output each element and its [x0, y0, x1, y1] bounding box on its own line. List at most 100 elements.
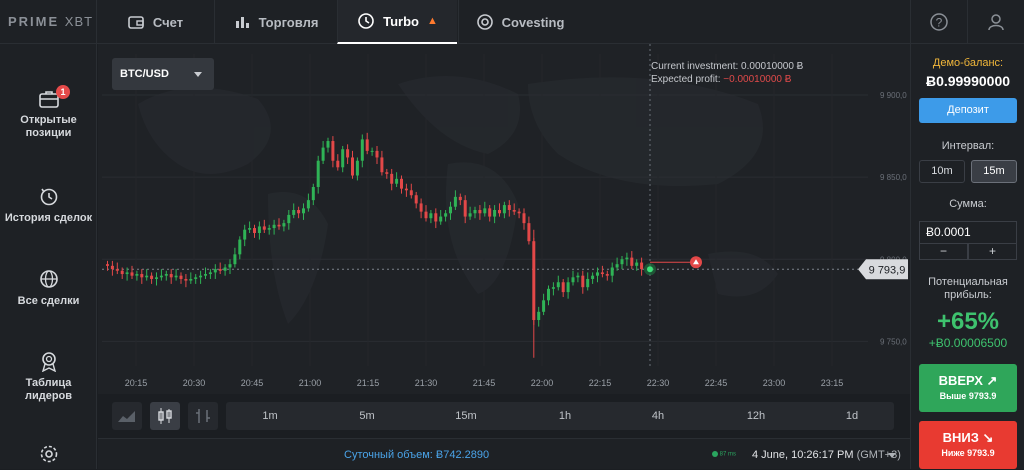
amount-input[interactable]: Ƀ0.0001 [919, 221, 1017, 243]
position-arrow-icon [693, 259, 699, 265]
timeframe-12h[interactable]: 12h [746, 410, 766, 422]
current-investment: Current investment: 0.00010000 Ƀ [651, 61, 803, 72]
amount-decrease-button[interactable]: − [919, 243, 968, 260]
sidebar-item-settings[interactable] [0, 443, 97, 470]
logo[interactable]: PRIME XBT [8, 14, 93, 29]
candle-body [483, 208, 487, 214]
tab-account-label: Счет [152, 14, 184, 30]
candle-body [615, 264, 619, 268]
candle-body [586, 278, 590, 288]
deposit-button[interactable]: Депозит [919, 98, 1017, 123]
sidebar-item-leaderboard[interactable]: Таблица лидеров [0, 350, 97, 403]
line-chart-button[interactable] [112, 402, 142, 430]
candle-body [282, 223, 286, 227]
candle-body [130, 272, 134, 276]
history-icon [40, 188, 57, 206]
candle-body [498, 210, 501, 214]
world-map-background [138, 76, 778, 324]
ping-dot-icon [712, 451, 718, 457]
candle-body [262, 226, 266, 230]
briefcase-icon [38, 91, 59, 108]
price-tag [858, 259, 908, 280]
x-tick-label: 21:15 [357, 378, 380, 388]
candle-body [591, 275, 595, 279]
candles-button[interactable] [150, 402, 180, 430]
timeframe-1m[interactable]: 1m [262, 410, 278, 422]
bars-icon [196, 409, 210, 423]
user-button[interactable] [967, 0, 1023, 44]
bars-button[interactable] [188, 402, 218, 430]
timeframe-1d[interactable]: 1d [845, 410, 859, 422]
tab-trading[interactable]: Торговля [214, 0, 336, 44]
help-icon: ? [929, 13, 948, 31]
candle-body [512, 210, 516, 212]
candle-body [145, 275, 149, 278]
candle-body [346, 149, 350, 158]
candle-body [463, 200, 467, 217]
candle-body [302, 208, 305, 214]
candle-body [395, 178, 399, 184]
sidebar-item-trade-history[interactable]: История сделок [0, 185, 97, 225]
candle-body [375, 150, 379, 158]
timezone-chevron-icon[interactable] [888, 453, 896, 458]
timeframe-5m[interactable]: 5m [359, 410, 375, 422]
tab-account[interactable]: Счет [96, 0, 213, 44]
turbo-icon [358, 13, 374, 29]
ping-indicator: 87 ms [712, 451, 736, 458]
sidebar-item-label: Открытые позиции [20, 114, 77, 139]
help-button[interactable]: ? [910, 0, 966, 44]
profit-percent: +65% [936, 308, 1000, 335]
x-tick-label: 21:00 [299, 378, 322, 388]
timeframe-15m[interactable]: 15m [455, 410, 477, 422]
logo-prime: PRIME [8, 14, 60, 29]
candle-body [444, 213, 448, 217]
candle-body [547, 288, 550, 301]
tab-covesting[interactable]: Covesting [458, 0, 581, 44]
price-chart[interactable]: 9 900,09 850,09 800,09 750,020:1520:3020… [98, 44, 910, 394]
candle-body [164, 274, 168, 276]
up-button[interactable]: ВВЕРХ ↗ Выше 9793.9 [919, 364, 1017, 412]
sidebar-item-open-positions[interactable]: 1 Открытые позиции [0, 85, 97, 140]
candle-body [449, 206, 452, 214]
candle-body [228, 264, 232, 268]
candle-body [522, 213, 526, 224]
timeframe-bar: 1m 5m 15m 1h 4h 12h 1d [226, 402, 894, 430]
down-button[interactable]: ВНИЗ ↘ Ниже 9793.9 [919, 421, 1017, 469]
amount-increase-button[interactable]: + [968, 243, 1017, 260]
candle-body [110, 265, 114, 270]
candle-body [596, 272, 599, 276]
chart-area[interactable]: 9 900,09 850,09 800,09 750,020:1520:3020… [98, 44, 910, 394]
sidebar-item-all-trades[interactable]: Все сделки [0, 268, 97, 308]
candle-body [424, 211, 428, 219]
daily-volume[interactable]: Суточный объем: Ƀ742.2890 [344, 449, 490, 461]
candle-body [453, 196, 457, 207]
x-tick-label: 22:15 [589, 378, 612, 388]
x-tick-label: 22:00 [531, 378, 554, 388]
tab-turbo[interactable]: Turbo ▲ [337, 0, 457, 44]
clock-timezone[interactable]: (GMT+3) [856, 449, 901, 461]
candle-body [155, 277, 158, 279]
candle-body [404, 188, 408, 191]
candle-body [551, 287, 555, 289]
candle-body [571, 277, 575, 283]
pair-select[interactable]: BTC/USD [112, 58, 214, 90]
up-button-label: ВВЕРХ ↗ [938, 373, 998, 388]
pair-select-value: BTC/USD [120, 68, 169, 80]
bar-chart-icon [235, 17, 249, 28]
timeframe-4h[interactable]: 4h [651, 410, 665, 422]
interval-15m-button[interactable]: 15m [971, 160, 1017, 183]
candle-body [341, 149, 345, 168]
wallet-icon [128, 16, 144, 29]
timeframe-1h[interactable]: 1h [558, 410, 572, 422]
candle-body [414, 195, 418, 204]
candle-body [135, 274, 139, 276]
candle-body [159, 275, 163, 278]
candle-body [517, 211, 521, 214]
candle-body [600, 272, 604, 275]
candle-body [208, 272, 212, 275]
candle-body [370, 150, 374, 152]
candles-icon [158, 408, 172, 424]
interval-10m-button[interactable]: 10m [919, 160, 965, 183]
y-tick-label: 9 850,0 [880, 173, 907, 182]
tab-covesting-label: Covesting [501, 14, 565, 30]
